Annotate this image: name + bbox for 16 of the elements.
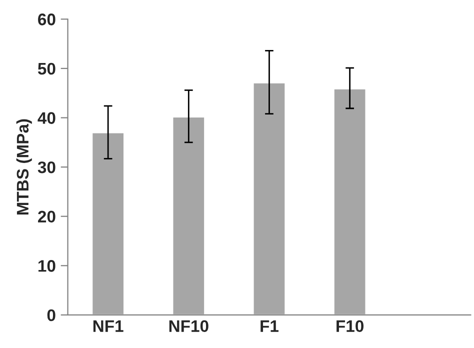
bar: [91, 132, 125, 315]
y-tick-label: 50: [38, 62, 56, 75]
y-tick-label: 40: [38, 112, 56, 124]
x-tick-label: NF10: [169, 320, 208, 332]
y-axis-title: MTBS (MPa): [16, 119, 32, 215]
bar: [333, 88, 367, 315]
bar: [172, 116, 206, 315]
y-tick-label: 0: [47, 309, 56, 322]
y-tick-label: 10: [38, 260, 56, 272]
x-tick-label: F1: [260, 320, 278, 332]
y-tick-label: 60: [38, 14, 56, 26]
x-tick-label: NF1: [93, 320, 124, 332]
y-tick-label: 20: [38, 210, 56, 223]
y-tick-label: 30: [38, 161, 56, 174]
bar: [252, 82, 286, 315]
x-tick-label: F10: [336, 320, 364, 332]
